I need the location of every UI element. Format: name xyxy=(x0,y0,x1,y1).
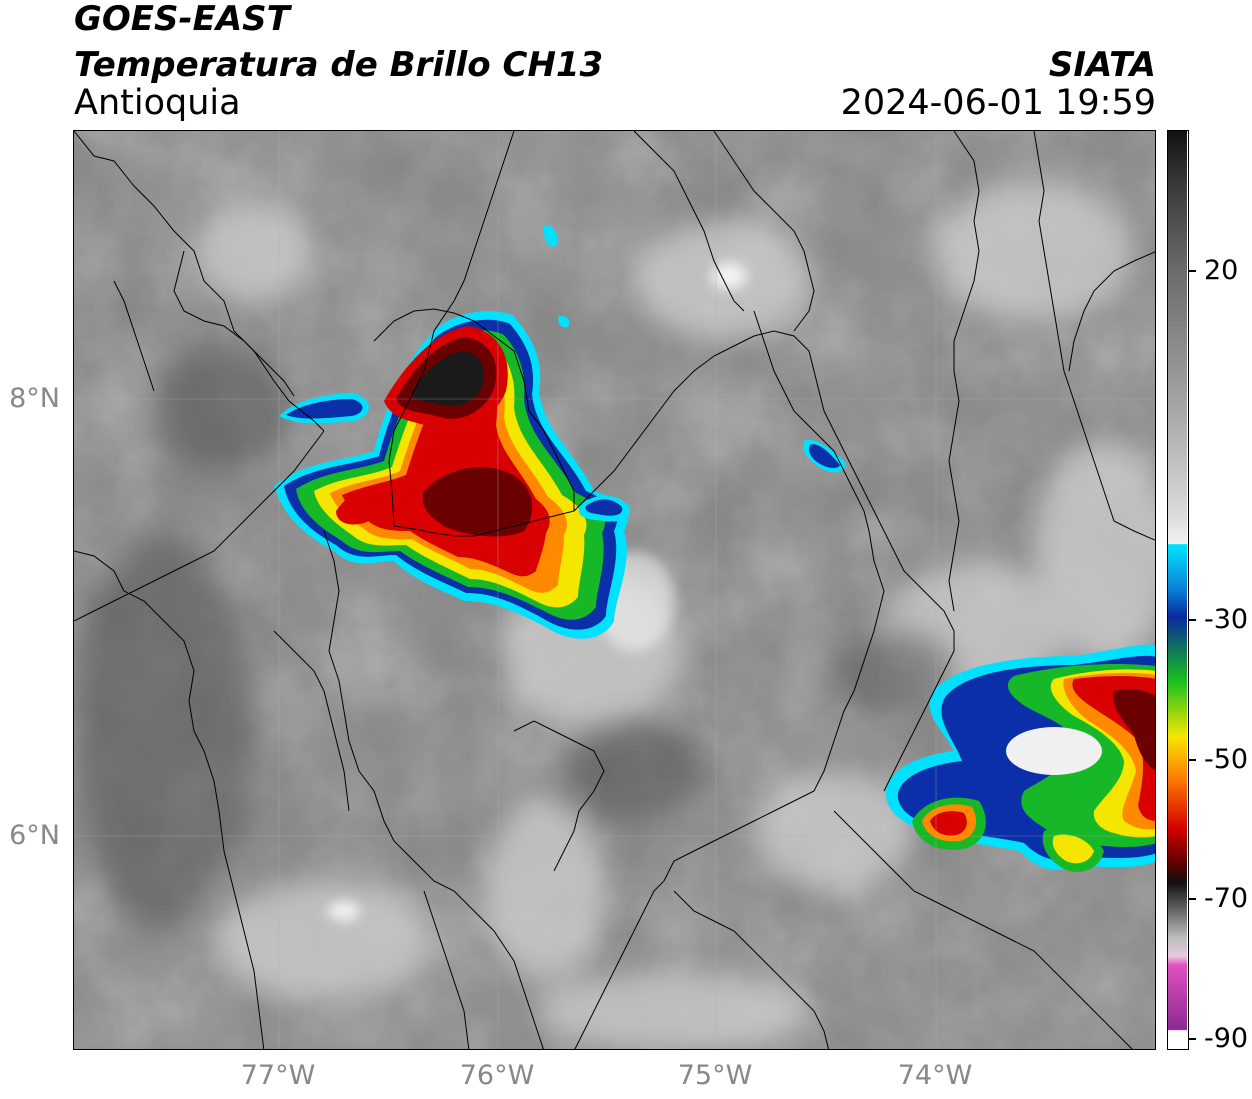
convective-storm-east xyxy=(885,644,1155,872)
lon-tick-75w: 75°W xyxy=(677,1060,753,1091)
lon-tick-76w: 76°W xyxy=(459,1060,535,1091)
colorbar-gradient xyxy=(1168,131,1187,1048)
colorbar-tick-mark xyxy=(1189,759,1196,761)
region-label: Antioquia xyxy=(74,83,241,123)
colorbar-tick-mark xyxy=(1189,1038,1196,1040)
admin-boundaries xyxy=(74,131,1155,1049)
convective-storm-main xyxy=(274,225,846,639)
colorbar-label: -70 xyxy=(1204,883,1249,914)
product-title: Temperatura de Brillo CH13 xyxy=(74,45,604,85)
colorbar-tick-mark xyxy=(1189,270,1196,272)
colorbar-tick-mark xyxy=(1189,619,1196,621)
colorbar-label: -30 xyxy=(1204,604,1249,635)
lon-tick-74w: 74°W xyxy=(897,1060,973,1091)
colorbar-tick-mark xyxy=(1189,898,1196,900)
colorbar-label: 20 xyxy=(1204,255,1239,286)
lat-tick-8n: 8°N xyxy=(9,383,60,414)
satellite-title: GOES-EAST xyxy=(74,0,290,39)
temperature-colorbar xyxy=(1167,130,1189,1050)
timestamp-label: 2024-06-01 19:59 xyxy=(840,83,1156,123)
colorbar-label: -50 xyxy=(1204,744,1249,775)
brightness-temperature-map xyxy=(73,130,1156,1050)
colorbar-label: -90 xyxy=(1204,1023,1249,1054)
map-canvas xyxy=(74,131,1155,1049)
graticule xyxy=(74,131,1155,1049)
lat-tick-6n: 6°N xyxy=(9,820,60,851)
lon-tick-77w: 77°W xyxy=(240,1060,316,1091)
agency-label: SIATA xyxy=(1048,45,1156,85)
dark-clear-sky xyxy=(74,351,954,931)
